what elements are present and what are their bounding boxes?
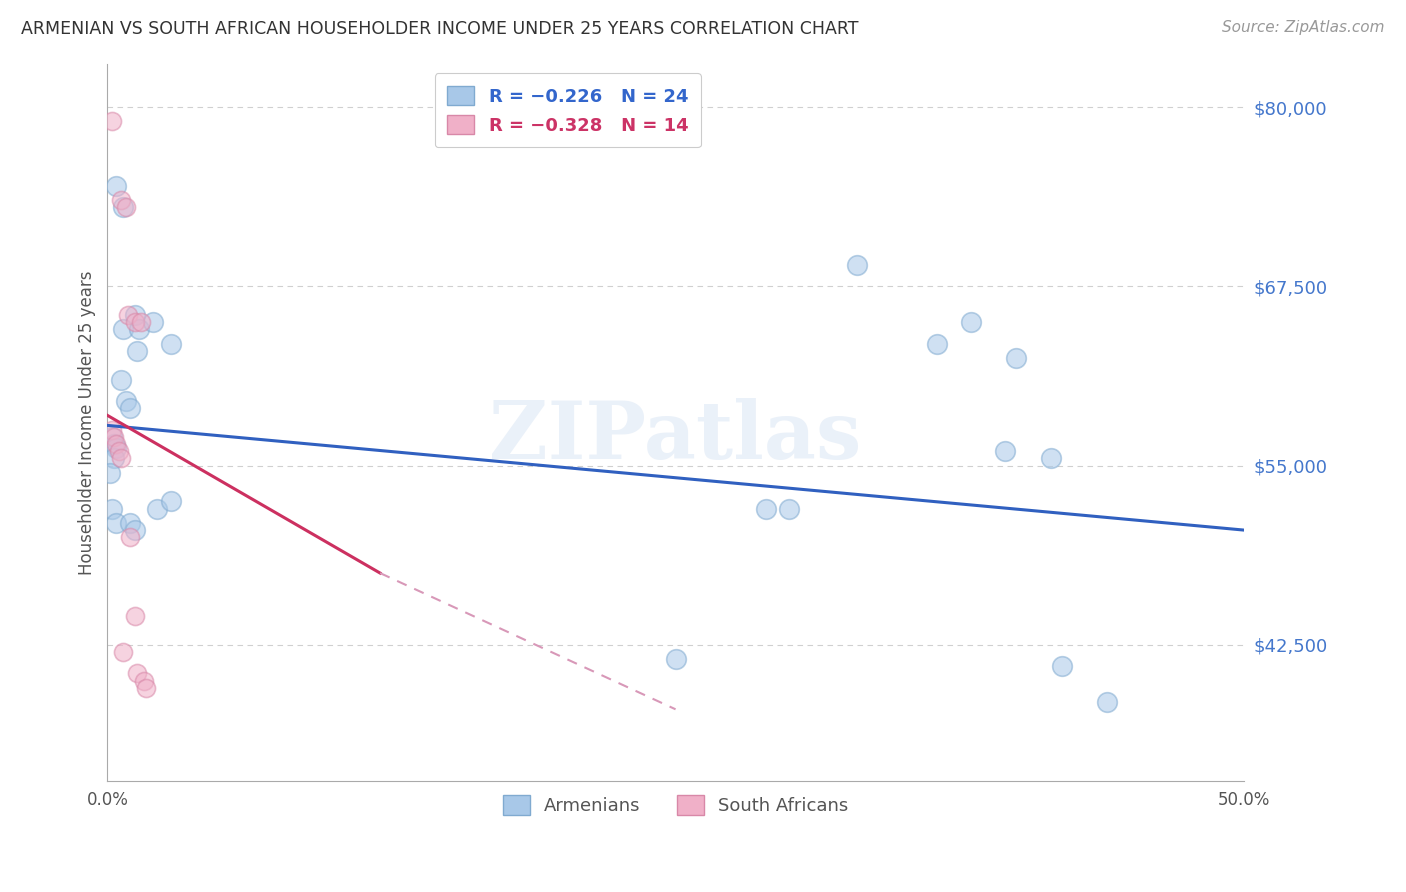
Legend: Armenians, South Africans: Armenians, South Africans bbox=[492, 784, 859, 826]
Text: ARMENIAN VS SOUTH AFRICAN HOUSEHOLDER INCOME UNDER 25 YEARS CORRELATION CHART: ARMENIAN VS SOUTH AFRICAN HOUSEHOLDER IN… bbox=[21, 20, 859, 37]
Point bbox=[105, 442, 128, 456]
Point bbox=[124, 308, 146, 322]
Point bbox=[1097, 695, 1119, 709]
Point bbox=[105, 437, 128, 451]
Point bbox=[755, 501, 778, 516]
Point bbox=[960, 315, 983, 329]
Point bbox=[114, 394, 136, 409]
Point bbox=[103, 437, 125, 451]
Point bbox=[120, 516, 142, 530]
Point bbox=[125, 666, 148, 681]
Point bbox=[110, 451, 132, 466]
Point bbox=[994, 444, 1017, 458]
Point bbox=[124, 609, 146, 624]
Point bbox=[120, 530, 142, 544]
Point bbox=[98, 466, 121, 480]
Point bbox=[103, 430, 125, 444]
Point bbox=[160, 336, 183, 351]
Point bbox=[101, 430, 124, 444]
Point bbox=[110, 194, 132, 208]
Point bbox=[114, 201, 136, 215]
Point bbox=[107, 444, 129, 458]
Point bbox=[125, 343, 148, 358]
Point bbox=[131, 315, 153, 329]
Point bbox=[135, 681, 157, 695]
Text: ZIPatlas: ZIPatlas bbox=[489, 398, 862, 475]
Point bbox=[112, 201, 135, 215]
Point bbox=[925, 336, 948, 351]
Point bbox=[105, 516, 128, 530]
Text: Source: ZipAtlas.com: Source: ZipAtlas.com bbox=[1222, 20, 1385, 35]
Point bbox=[124, 523, 146, 537]
Point bbox=[112, 645, 135, 659]
Point bbox=[778, 501, 800, 516]
Point bbox=[846, 258, 869, 272]
Point bbox=[103, 451, 125, 466]
Point bbox=[1039, 451, 1062, 466]
Point bbox=[128, 322, 150, 336]
Point bbox=[1005, 351, 1028, 365]
Point bbox=[132, 673, 155, 688]
Point bbox=[117, 308, 139, 322]
Point bbox=[112, 322, 135, 336]
Point bbox=[160, 494, 183, 508]
Point bbox=[105, 178, 128, 193]
Point bbox=[124, 315, 146, 329]
Point bbox=[1050, 659, 1073, 673]
Point bbox=[101, 423, 124, 437]
Y-axis label: Householder Income Under 25 years: Householder Income Under 25 years bbox=[79, 270, 96, 574]
Point bbox=[664, 652, 686, 666]
Point bbox=[120, 401, 142, 416]
Point bbox=[142, 315, 165, 329]
Point bbox=[101, 501, 124, 516]
Point bbox=[101, 114, 124, 128]
Point bbox=[110, 372, 132, 386]
Point bbox=[146, 501, 169, 516]
